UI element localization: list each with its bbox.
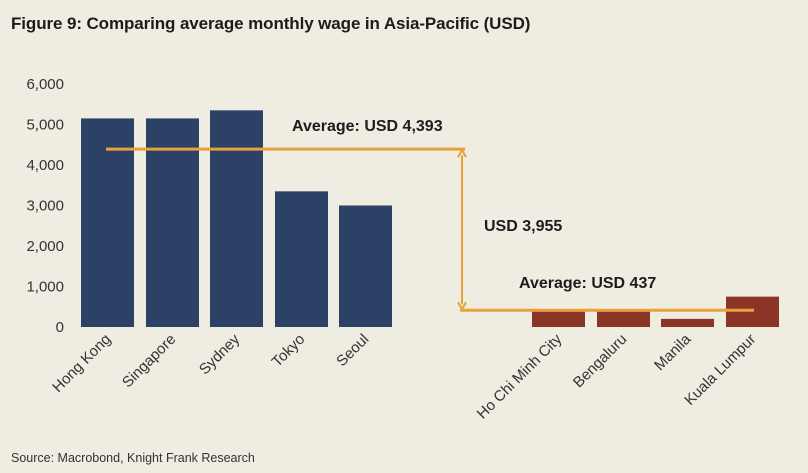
source-note: Source: Macrobond, Knight Frank Research — [11, 451, 255, 465]
bar — [146, 118, 199, 327]
arrow-head-down — [457, 301, 467, 312]
y-tick-label: 4,000 — [26, 157, 64, 174]
chart-title: Figure 9: Comparing average monthly wage… — [11, 14, 531, 33]
y-tick-label: 6,000 — [26, 76, 64, 93]
y-tick-label: 3,000 — [26, 198, 64, 215]
bars — [81, 110, 779, 327]
arrow-head-up — [457, 148, 467, 158]
x-tick-label: Bengaluru — [570, 331, 630, 391]
bar — [275, 191, 328, 327]
average-low-label: Average: USD 437 — [519, 275, 656, 292]
x-tick-label: Hong Kong — [49, 331, 114, 396]
annotations: Average: USD 4,393 USD 3,955 Average: USD … — [106, 118, 754, 312]
bar — [210, 110, 263, 327]
y-tick-label: 2,000 — [26, 238, 64, 255]
average-high-label: Average: USD 4,393 — [292, 118, 443, 135]
difference-label: USD 3,955 — [484, 218, 562, 235]
x-tick-label: Singapore — [119, 331, 179, 391]
bar — [597, 311, 650, 327]
x-tick-label: Tokyo — [269, 331, 309, 371]
x-axis-labels: Hong Kong Singapore Sydney Tokyo Seoul Ho Chi… — [49, 330, 759, 422]
y-tick-label: 0 — [56, 319, 64, 336]
bar — [726, 296, 779, 327]
x-tick-label: Manila — [651, 330, 695, 374]
bar — [661, 318, 714, 327]
y-tick-label: 1,000 — [26, 279, 64, 296]
x-tick-label: Ho Chi Minh City — [474, 330, 566, 422]
x-tick-label: Seoul — [333, 331, 372, 370]
y-tick-label: 5,000 — [26, 117, 64, 134]
y-axis: 0 1,000 2,000 3,000 4,000 5,000 6,000 — [26, 76, 64, 336]
bar — [532, 311, 585, 327]
x-tick-label: Sydney — [196, 330, 244, 378]
bar — [81, 118, 134, 327]
bar — [339, 205, 392, 327]
